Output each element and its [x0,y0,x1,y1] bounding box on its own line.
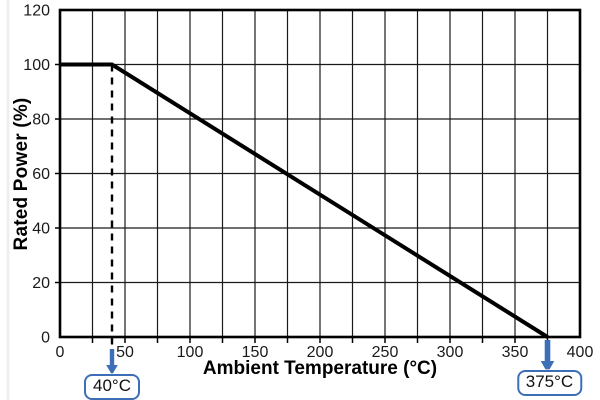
callout-375c: 375°C [516,370,583,396]
svg-text:150: 150 [242,344,269,361]
svg-text:40: 40 [32,221,50,238]
svg-text:300: 300 [437,344,464,361]
svg-text:100: 100 [177,344,204,361]
svg-text:120: 120 [23,3,50,20]
svg-text:20: 20 [32,275,50,292]
svg-text:250: 250 [372,344,399,361]
svg-text:0: 0 [56,344,65,361]
svg-text:80: 80 [32,112,50,129]
svg-text:400: 400 [567,344,594,361]
svg-text:60: 60 [32,166,50,183]
svg-text:100: 100 [23,57,50,74]
y-axis-title: Rated Power (%) [11,97,32,251]
svg-text:0: 0 [41,330,50,347]
svg-text:50: 50 [116,344,134,361]
svg-text:200: 200 [307,344,334,361]
svg-text:350: 350 [502,344,529,361]
x-axis-title: Ambient Temperature (°C) [202,358,438,379]
callout-40c: 40°C [84,374,140,400]
